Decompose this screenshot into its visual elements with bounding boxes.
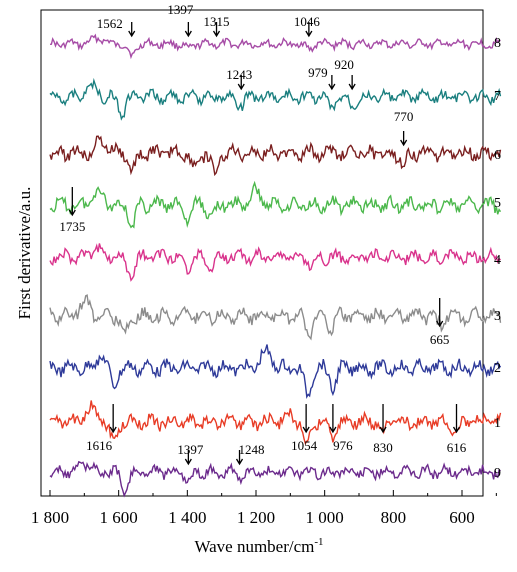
y-axis-label: First derivative/a.u.	[15, 187, 34, 320]
x-axis-label: Wave number/cm-1	[194, 536, 323, 556]
annotation-label-1315: 1315	[204, 14, 230, 29]
annotation-arrow-979	[328, 75, 336, 91]
annotation-label-920: 920	[334, 57, 354, 72]
x-axis-label-superscript: -1	[314, 536, 323, 548]
annotation-label-1397: 1397	[177, 442, 204, 457]
series-label-7: 7	[494, 89, 501, 104]
annotation-arrow-830	[379, 404, 387, 434]
series-label-5: 5	[494, 196, 501, 211]
series-label-1: 1	[494, 416, 501, 431]
annotation-arrow-1397	[184, 22, 192, 38]
annotation-arrow-1315	[212, 22, 221, 38]
annotation-label-1248: 1248	[239, 442, 265, 457]
series-label-6: 6	[494, 148, 501, 163]
series-label-4: 4	[494, 253, 501, 268]
annotation-label-665: 665	[430, 332, 450, 347]
series-label-3: 3	[494, 309, 501, 324]
annotation-label-979: 979	[308, 65, 328, 80]
series-label-9: 9	[494, 466, 501, 481]
annotation-label-1562: 1562	[97, 16, 123, 31]
annotation-label-1243: 1243	[226, 67, 252, 82]
annotation-arrow-1562	[128, 22, 136, 38]
annotation-label-1054: 1054	[291, 438, 318, 453]
x-axis: 1 800 1 600 1 400 1 200 1 000 800 600	[31, 490, 497, 527]
annotation-label-1397: 1397	[167, 2, 194, 17]
x-tick-label-1600: 1 600	[100, 508, 138, 527]
series-line-3	[49, 294, 502, 341]
plot-frame	[40, 9, 484, 497]
annotation-label-770: 770	[394, 109, 414, 124]
series-layer: 8 7 6 5 4 3 2 1 9	[49, 33, 502, 498]
annotation-arrow-1397	[184, 450, 192, 466]
annotation-label-616: 616	[447, 440, 467, 455]
annotation-arrow-770	[400, 131, 408, 147]
series-line-4	[49, 243, 501, 282]
x-tick-label-600: 600	[449, 508, 475, 527]
series-line-8	[49, 33, 501, 60]
annotation-arrow-665	[436, 298, 444, 328]
annotation-label-1616: 1616	[86, 438, 113, 453]
annotation-arrow-1243	[237, 75, 245, 91]
annotation-arrow-920	[348, 75, 356, 91]
series-line-6	[49, 135, 502, 177]
series-line-7	[49, 77, 502, 121]
annotation-arrow-1054	[302, 404, 310, 434]
annotation-label-1735: 1735	[59, 219, 85, 234]
x-tick-label-1800: 1 800	[31, 508, 69, 527]
x-tick-label-1400: 1 400	[168, 508, 206, 527]
annotation-arrow-1616	[109, 404, 117, 434]
x-tick-label-800: 800	[381, 508, 407, 527]
x-tick-label-1200: 1 200	[237, 508, 275, 527]
series-line-2	[49, 344, 502, 399]
annotation-arrow-1046	[305, 22, 313, 38]
annotation-label-976: 976	[333, 438, 353, 453]
annotation-arrow-1248	[235, 450, 244, 466]
x-axis-label-text: Wave number/cm	[194, 537, 314, 556]
annotation-arrow-1735	[68, 187, 76, 217]
annotation-label-1046: 1046	[294, 14, 321, 29]
series-label-8: 8	[494, 36, 501, 51]
annotation-layer: 1562 1397 1315 1046 1243 979 920 770 1735 665 1616…	[59, 2, 467, 466]
x-tick-label-1000: 1 000	[306, 508, 344, 527]
annotation-label-830: 830	[373, 440, 393, 455]
annotation-arrow-616	[452, 404, 461, 434]
series-line-1	[49, 400, 502, 446]
annotation-arrow-976	[329, 404, 337, 434]
series-line-9	[49, 460, 501, 498]
series-label-2: 2	[494, 361, 501, 376]
series-line-5	[49, 180, 502, 229]
